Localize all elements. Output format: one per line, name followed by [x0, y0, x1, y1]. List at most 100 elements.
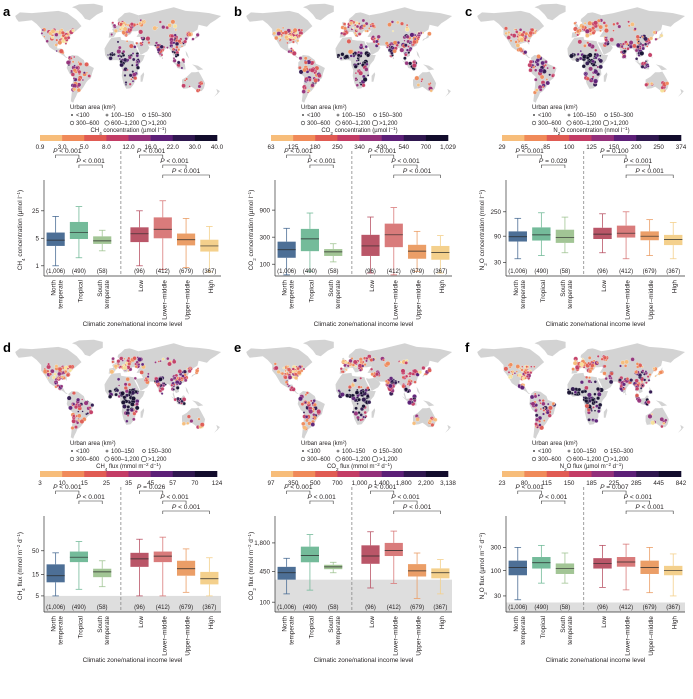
p-value-label: P < 0.001	[539, 494, 568, 501]
urban-site-dot	[404, 361, 408, 365]
box-upper-middle: (679) Upper–middle	[640, 219, 659, 320]
urban-site-dot	[296, 39, 300, 43]
sample-size-label: (96)	[365, 605, 376, 611]
box-iqr	[593, 227, 612, 240]
urban-site-dot	[353, 64, 358, 69]
category-label: High	[672, 616, 679, 630]
urban-site-dot	[293, 35, 298, 40]
box-iqr	[361, 234, 380, 256]
urban-site-dot	[133, 45, 137, 49]
reference-band	[275, 579, 452, 612]
urban-site-dot	[514, 40, 518, 44]
land-sri-lanka	[392, 56, 395, 60]
world-map	[477, 339, 685, 439]
urban-site-dot	[519, 37, 525, 43]
colorbar-segment	[271, 135, 294, 141]
land-new-guinea	[423, 400, 435, 407]
urban-site-dot	[72, 391, 76, 395]
urban-area-size-marker	[336, 113, 340, 117]
urban-area-size-label: 100–150	[342, 449, 366, 455]
sample-size-label: (412)	[156, 605, 170, 611]
colorbar-tick-label: 250	[332, 144, 343, 151]
urban-site-dot	[392, 48, 397, 54]
panel-letter: f	[465, 340, 470, 355]
urban-site-dot	[111, 360, 115, 364]
box-iqr	[300, 228, 320, 252]
urban-area-size-marker	[532, 449, 535, 452]
colorbar: N2O flux (µmol m−2 d−1) 23 80 115 150 185 225 2…	[498, 462, 686, 488]
urban-site-dot	[623, 364, 628, 368]
category-label: Lower–middle	[161, 616, 168, 656]
urban-site-dot	[186, 421, 190, 425]
colorbar-segment	[337, 471, 360, 477]
urban-site-dot	[141, 19, 145, 24]
urban-site-dot	[364, 21, 369, 26]
urban-site-dot	[636, 45, 640, 49]
urban-site-dot	[384, 41, 389, 46]
urban-site-dot	[576, 52, 580, 56]
panel-letter: d	[3, 340, 11, 355]
urban-site-dot	[643, 372, 646, 376]
colorbar-tick-label: 374	[676, 144, 687, 151]
urban-site-dot	[310, 422, 316, 427]
urban-site-dot	[161, 357, 165, 361]
category-label-line: Lower–middle	[161, 280, 168, 320]
urban-site-dot	[175, 386, 180, 390]
urban-site-dot	[159, 44, 164, 49]
urban-site-dot	[609, 37, 614, 42]
box-iqr	[93, 236, 112, 244]
box-low: (96) Low	[593, 544, 612, 628]
bracket-line	[162, 500, 187, 504]
urban-site-dot	[581, 24, 585, 29]
colorbar-tick-label: 125	[586, 144, 597, 151]
urban-site-dot	[546, 66, 549, 70]
colorbar-tick-label: 100	[564, 144, 575, 151]
colorbar-segment	[546, 471, 570, 477]
colorbar-tick-label: 63	[267, 144, 275, 151]
bracket-line	[139, 490, 164, 494]
urban-site-dot	[533, 394, 538, 399]
urban-site-dot	[409, 40, 412, 43]
urban-site-dot	[646, 400, 651, 405]
urban-site-dot	[316, 409, 322, 414]
urban-site-dot	[534, 68, 538, 72]
urban-site-dot	[587, 418, 591, 422]
urban-site-dot	[197, 88, 201, 92]
urban-site-dot	[83, 400, 89, 406]
urban-site-dot	[579, 362, 584, 367]
urban-area-legend: Urban area (km²) <100 100–150 150–300 300–60…	[69, 441, 172, 463]
colorbar-title: N2O flux (µmol m−2 d−1)	[560, 462, 624, 472]
urban-site-dot	[408, 371, 413, 376]
colorbar-segment	[359, 135, 382, 141]
urban-site-dot	[172, 359, 177, 364]
urban-site-dot	[160, 392, 164, 395]
box-iqr	[532, 227, 551, 241]
urban-site-dot	[118, 57, 122, 61]
significance-bracket: P = 0.100	[600, 148, 629, 158]
colorbar-tick-label: 1,400	[374, 480, 390, 487]
urban-site-dot	[280, 371, 285, 376]
urban-site-dot	[587, 20, 593, 26]
urban-site-dot	[654, 375, 657, 378]
urban-site-dot	[122, 395, 127, 400]
colorbar-tick-label: 40.0	[211, 144, 224, 151]
urban-site-dot	[592, 359, 596, 363]
urban-site-dot	[134, 364, 138, 369]
urban-site-dot	[358, 70, 364, 76]
reference-band	[44, 595, 221, 612]
category-label: High	[439, 616, 446, 630]
urban-site-dot	[287, 375, 293, 380]
urban-site-dot	[344, 54, 349, 59]
urban-site-dot	[123, 57, 128, 62]
category-label: Tropical	[77, 280, 84, 303]
urban-site-dot	[608, 379, 614, 385]
urban-site-dot	[140, 36, 143, 40]
panel-a: a Urban area (km²) <100 100–150 150–300 300–6…	[3, 3, 224, 328]
colorbar-segment	[613, 471, 637, 477]
urban-site-dot	[174, 55, 178, 58]
colorbar-tick-label: 115	[542, 480, 553, 487]
urban-site-dot	[135, 402, 139, 406]
urban-site-dot	[577, 39, 583, 45]
urban-site-dot	[173, 383, 176, 386]
urban-site-dot	[429, 82, 432, 85]
